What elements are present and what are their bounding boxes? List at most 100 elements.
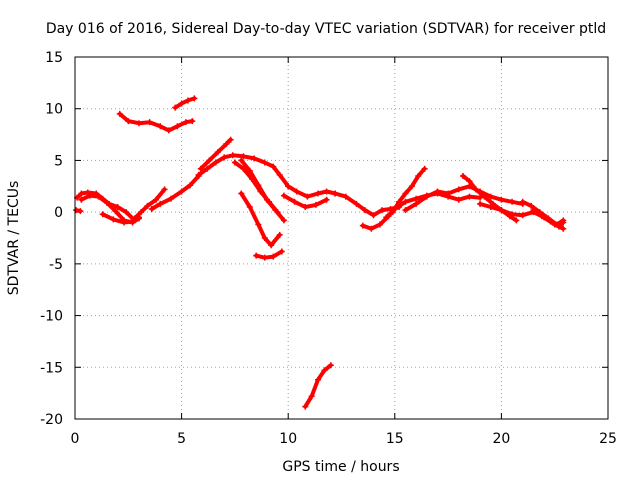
series-line	[117, 111, 195, 133]
series-seg-a	[74, 189, 138, 224]
chart-title: Day 016 of 2016, Sidereal Day-to-day VTE…	[46, 21, 606, 37]
data-point	[114, 203, 121, 210]
data-point	[413, 195, 420, 202]
grid	[75, 57, 608, 419]
data-point	[95, 193, 102, 200]
data-point	[477, 194, 484, 201]
data-point	[460, 172, 467, 179]
data-point	[402, 190, 409, 197]
data-point	[487, 193, 494, 200]
data-point	[455, 196, 462, 203]
data-point	[165, 127, 172, 134]
data-point	[379, 207, 386, 214]
data-point	[231, 159, 238, 166]
data-point	[302, 203, 309, 210]
data-point	[189, 118, 196, 125]
data-point	[191, 95, 198, 102]
data-point	[227, 136, 234, 143]
series-seg-z	[530, 207, 567, 230]
data-point	[77, 208, 84, 215]
data-point	[477, 200, 484, 207]
data-point	[148, 206, 155, 213]
data-point	[261, 235, 268, 241]
data-point	[204, 165, 211, 172]
data-point	[312, 201, 319, 208]
data-point	[112, 208, 119, 215]
series-seg-h	[148, 172, 202, 213]
data-point	[146, 119, 153, 126]
data-point	[280, 192, 287, 199]
data-point	[157, 200, 164, 207]
y-tick-label: 0	[54, 205, 63, 221]
y-tick-label: -10	[40, 309, 63, 325]
data-point	[413, 200, 420, 207]
data-point	[361, 207, 368, 214]
data-point	[187, 182, 194, 189]
series-seg-n	[253, 248, 285, 261]
data-point	[509, 198, 516, 205]
data-point	[421, 165, 428, 172]
x-tick-label: 20	[492, 431, 510, 447]
data-point	[246, 167, 253, 174]
plot-frame	[74, 56, 609, 420]
series-seg-i	[195, 152, 292, 190]
data-point	[321, 367, 328, 374]
data-point	[253, 252, 260, 259]
data-point	[161, 186, 168, 193]
data-point	[530, 207, 537, 214]
data-point	[78, 196, 85, 203]
series-line	[239, 158, 286, 223]
data-point	[261, 254, 268, 261]
data-point	[547, 218, 554, 225]
series-seg-q	[302, 362, 334, 410]
data-point	[276, 171, 283, 178]
data-point	[246, 203, 253, 210]
data-point	[370, 212, 377, 219]
data-point	[302, 403, 309, 410]
data-point	[359, 222, 366, 229]
data-point	[255, 221, 262, 228]
data-point	[121, 219, 128, 226]
data-point	[73, 207, 80, 214]
data-point	[240, 153, 247, 160]
data-point	[214, 149, 221, 156]
series-seg-c	[73, 207, 84, 215]
data-point	[238, 190, 245, 197]
data-point	[528, 202, 535, 209]
tick-labels: 0 5 10 15 20 25 -20 -15 -10 -5 0 5 10 15	[40, 50, 617, 447]
data-point	[172, 104, 179, 111]
data-point	[423, 193, 430, 200]
series-seg-g	[172, 95, 198, 111]
data-point	[481, 193, 488, 200]
data-point	[167, 195, 174, 202]
series-seg-f	[116, 110, 196, 134]
data-point	[99, 211, 106, 218]
data-point	[278, 248, 285, 255]
data-point	[445, 190, 452, 197]
data-point	[138, 209, 145, 216]
data-point	[323, 188, 330, 195]
data-point	[353, 200, 360, 207]
data-point	[519, 212, 526, 219]
data-point	[184, 97, 191, 104]
data-point	[178, 188, 185, 195]
data-point	[315, 376, 322, 383]
data-point	[206, 157, 213, 164]
data-point	[268, 242, 275, 249]
data-point	[223, 140, 230, 147]
data-point	[498, 207, 505, 214]
data-point	[272, 207, 279, 214]
series-seg-v	[402, 183, 526, 214]
data-point	[472, 186, 479, 193]
y-tick-label: -15	[40, 360, 63, 376]
y-tick-label: 15	[45, 50, 63, 66]
data-point	[376, 221, 383, 228]
x-tick-label: 10	[279, 431, 297, 447]
data-point	[103, 199, 110, 206]
data-point	[110, 216, 117, 223]
data-point	[123, 209, 130, 216]
series-seg-m	[238, 190, 283, 249]
data-point	[308, 393, 315, 400]
data-point	[144, 202, 151, 209]
series-seg-l	[238, 157, 287, 224]
